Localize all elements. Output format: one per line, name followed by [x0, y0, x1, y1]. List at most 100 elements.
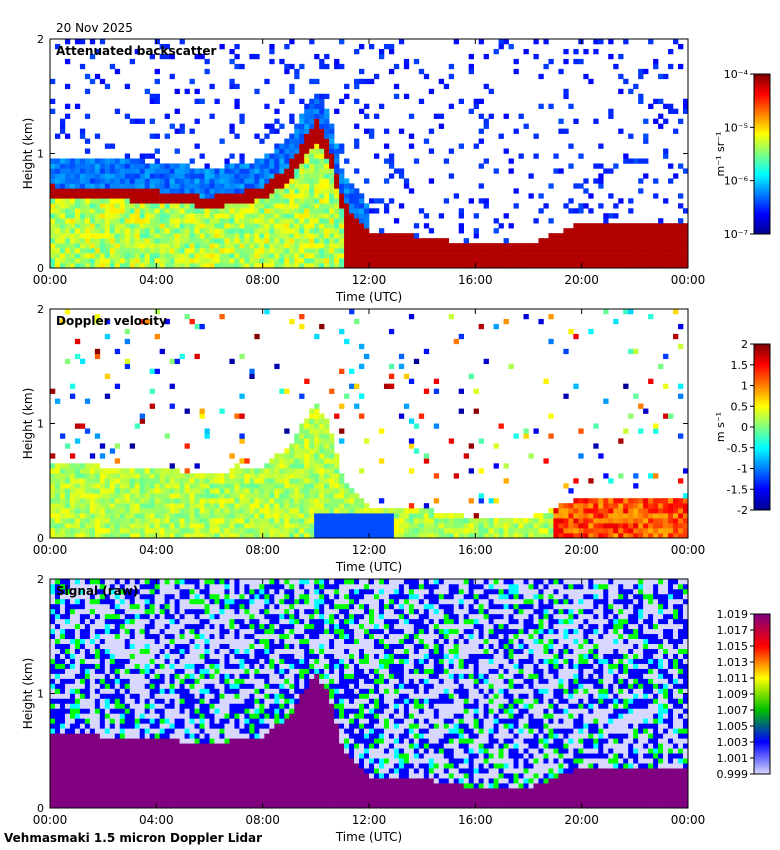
heatmap-cell [184, 493, 190, 499]
heatmap-cell [219, 173, 225, 179]
heatmap-cell [64, 513, 71, 519]
heatmap-cell [74, 103, 81, 109]
heatmap-cell [244, 488, 250, 494]
heatmap-cell [129, 118, 136, 124]
heatmap-cell [50, 673, 56, 679]
heatmap-cell [84, 598, 91, 605]
heatmap-cell [418, 208, 425, 214]
heatmap-cell [423, 523, 430, 529]
heatmap-cell [503, 113, 509, 119]
x-tick-label: 16:00 [458, 543, 493, 557]
heatmap-cell [199, 518, 205, 524]
heatmap-cell [149, 513, 155, 519]
heatmap-cell [94, 313, 101, 320]
colorbar-tick-label: 1 [741, 380, 748, 393]
heatmap-cell [64, 58, 71, 65]
heatmap-cell [264, 153, 270, 159]
heatmap-cell [59, 723, 66, 729]
heatmap-cell [69, 243, 76, 249]
heatmap-cell [104, 498, 111, 504]
heatmap-cell [144, 243, 150, 249]
heatmap-cell [364, 528, 370, 534]
heatmap-cell [329, 498, 335, 504]
heatmap-cell [129, 788, 136, 794]
heatmap-cell [314, 113, 320, 119]
heatmap-cell [84, 788, 91, 794]
heatmap-cell [359, 228, 365, 234]
heatmap-cell [229, 243, 235, 249]
heatmap-cell [69, 503, 76, 509]
heatmap-cell [284, 238, 290, 244]
heatmap-cell [598, 533, 604, 539]
heatmap-cell [219, 183, 225, 189]
heatmap-cell [383, 528, 390, 534]
heatmap-cell [74, 733, 81, 739]
heatmap-cell [468, 258, 474, 264]
heatmap-cell [673, 238, 679, 244]
heatmap-cell [154, 168, 160, 174]
heatmap-cell [294, 203, 300, 209]
heatmap-cell [478, 183, 484, 189]
heatmap-cell [179, 528, 185, 534]
heatmap-cell [219, 263, 225, 269]
heatmap-cell [54, 488, 61, 494]
heatmap-cell [573, 238, 579, 244]
heatmap-cell [378, 263, 385, 269]
heatmap-cell [284, 458, 290, 464]
heatmap-cell [558, 513, 564, 519]
heatmap-cell [104, 753, 111, 759]
heatmap-cell [264, 178, 270, 184]
heatmap-cell [613, 318, 619, 325]
heatmap-cell [628, 348, 634, 355]
heatmap-cell [383, 203, 390, 209]
heatmap-cell [653, 223, 659, 229]
heatmap-cell [119, 213, 126, 219]
heatmap-cell [119, 488, 126, 494]
heatmap-cell [124, 248, 131, 254]
heatmap-cell [50, 528, 56, 534]
heatmap-cell [224, 528, 230, 534]
heatmap-cell [334, 453, 340, 459]
heatmap-cell [149, 168, 155, 174]
heatmap-cell [59, 178, 66, 184]
heatmap-cell [134, 468, 141, 474]
heatmap-cell [184, 498, 190, 504]
heatmap-cell [254, 218, 260, 224]
heatmap-cell [294, 253, 300, 259]
heatmap-cell [259, 208, 265, 214]
heatmap-cell [329, 253, 335, 259]
heatmap-cell [458, 243, 464, 249]
heatmap-cell [69, 193, 76, 199]
heatmap-cell [608, 108, 614, 114]
heatmap-cell [398, 353, 405, 360]
heatmap-cell [239, 243, 245, 249]
heatmap-cell [299, 528, 305, 534]
heatmap-cell [668, 263, 674, 269]
heatmap-cell [99, 608, 106, 615]
heatmap-cell [50, 193, 56, 199]
heatmap-cell [294, 258, 300, 264]
heatmap-cell [314, 423, 320, 429]
heatmap-cell [139, 638, 145, 645]
heatmap-cell [398, 258, 405, 264]
heatmap-cell [109, 683, 116, 689]
colorbar-0 [753, 73, 771, 235]
heatmap-cell [279, 453, 285, 459]
heatmap-cell [164, 263, 170, 269]
heatmap-cell [334, 498, 340, 504]
heatmap-cell [613, 503, 619, 509]
heatmap-cell [663, 263, 669, 269]
heatmap-cell [324, 418, 330, 424]
heatmap-cell [319, 418, 325, 424]
heatmap-cell [94, 583, 101, 590]
heatmap-cell [209, 513, 215, 519]
heatmap-cell [304, 433, 310, 439]
heatmap-cell [269, 223, 275, 229]
heatmap-cell [134, 783, 141, 789]
heatmap-cell [244, 233, 250, 239]
heatmap-cell [473, 258, 479, 264]
heatmap-cell [269, 153, 275, 159]
heatmap-cell [284, 198, 290, 204]
heatmap-cell [289, 158, 295, 164]
colorbar-tick-label: 10⁻⁵ [724, 121, 748, 134]
